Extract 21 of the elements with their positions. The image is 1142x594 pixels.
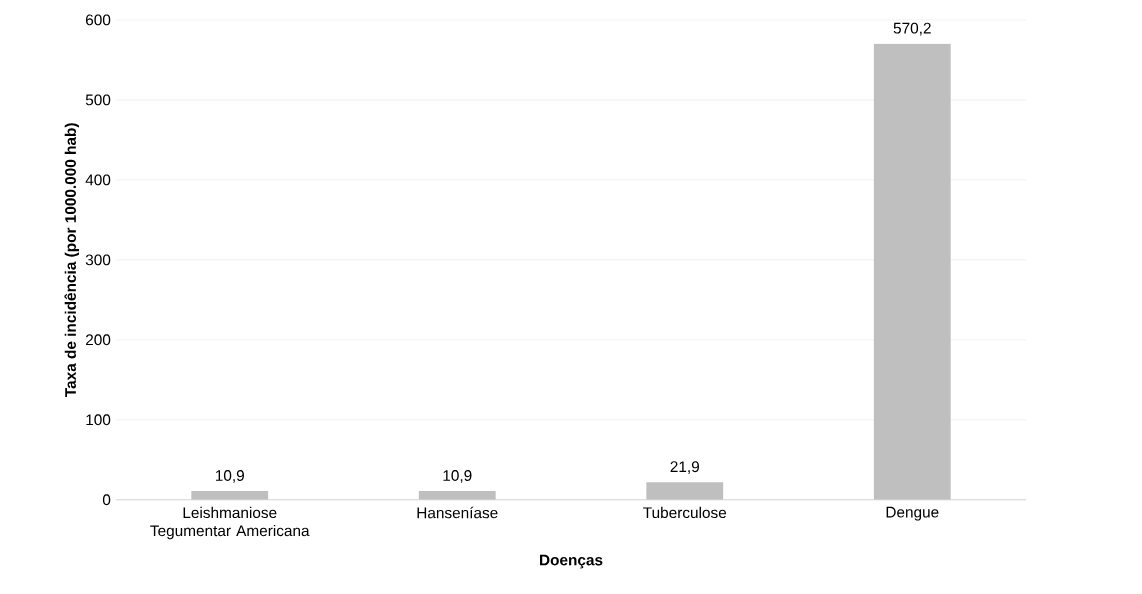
y-tick-label: 0: [102, 494, 111, 506]
y-tick-label: 600: [86, 14, 111, 26]
x-tick-label: Dengue: [886, 506, 939, 521]
y-axis-title: Taxa de incidência (por 1000.000 hab): [64, 123, 80, 398]
y-tick-label: 300: [85, 254, 111, 266]
y-tick-label: 400: [85, 174, 111, 186]
x-tick-label: Tuberculose: [643, 506, 727, 519]
data-label: 570,2: [893, 22, 931, 36]
y-tick-label: 500: [85, 94, 111, 106]
bar: [873, 43, 951, 500]
bar: [191, 491, 269, 500]
y-tick-label: 200: [86, 334, 111, 346]
x-axis-title: Doenças: [540, 554, 603, 569]
bar: [646, 482, 724, 500]
data-label: 10,9: [215, 470, 244, 483]
data-label: 10,9: [443, 470, 472, 483]
bar: [418, 491, 496, 500]
x-tick-label: Leishmaniose Tegumentar Americana: [150, 506, 310, 540]
y-tick-label: 100: [86, 414, 111, 426]
x-tick-label: Hanseníase: [417, 506, 498, 519]
data-label: 21,9: [670, 461, 699, 475]
